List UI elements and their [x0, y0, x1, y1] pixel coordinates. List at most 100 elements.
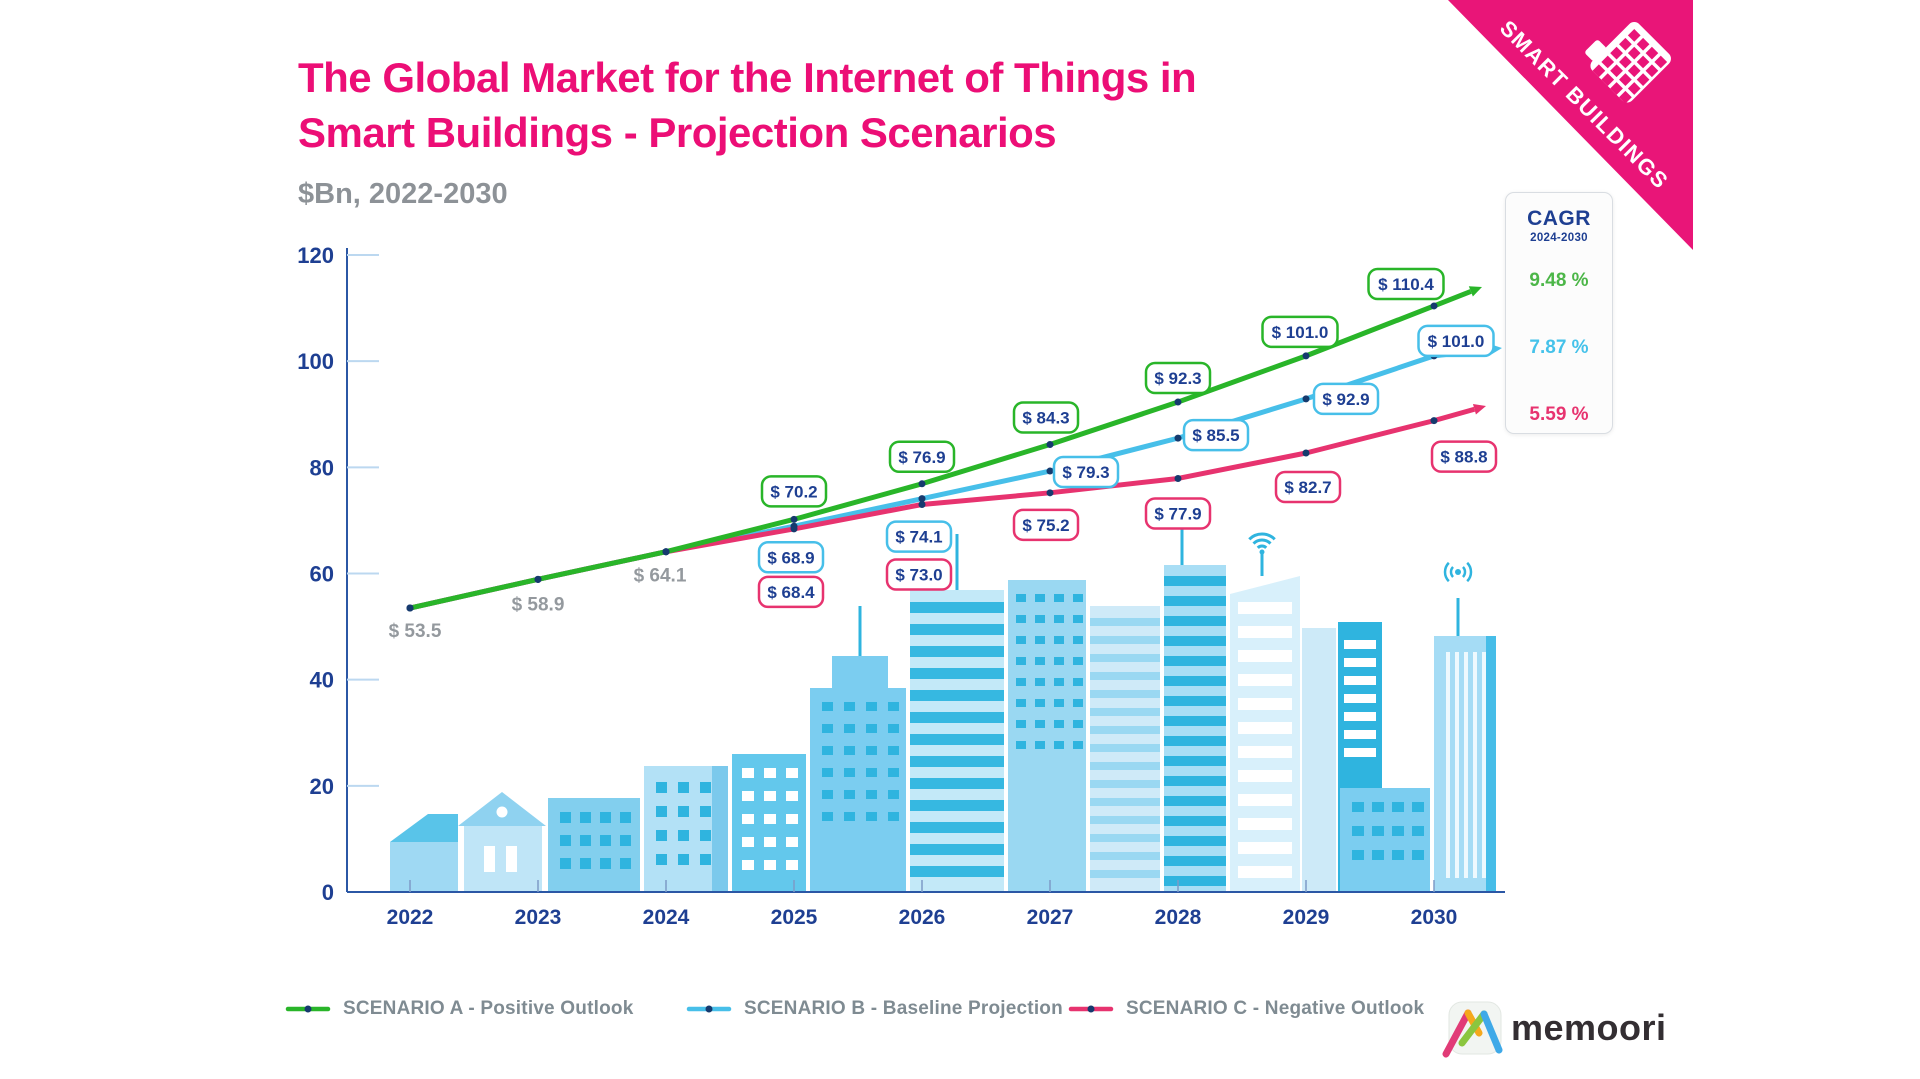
series-arrow-head [1472, 403, 1486, 415]
data-labels: $ 53.5 $ 58.9 $ 64.1 $ 70.2 $ 76.9 $ 84.3 $ 92… [389, 267, 1498, 642]
x-tick-label: 2030 [1411, 906, 1458, 929]
cagr-period: 2024-2030 [1530, 232, 1588, 244]
legend-swatch-scenario-b [686, 1005, 732, 1013]
svg-text:$ 101.0: $ 101.0 [1272, 323, 1329, 342]
series-lines [406, 286, 1502, 612]
data-label-c: $ 73.0 [885, 558, 953, 591]
data-label-shared: $ 64.1 [634, 566, 687, 587]
cagr-value-scenario-c: 5.59 % [1529, 404, 1589, 425]
data-point [1174, 434, 1182, 442]
x-tick-label: 2023 [515, 906, 562, 929]
legend-label-scenario-c: SCENARIO C - Negative Outlook [1126, 998, 1425, 1019]
data-label-b: $ 85.5 [1182, 418, 1250, 452]
data-point [1174, 398, 1182, 406]
data-point [534, 575, 542, 583]
svg-text:$ 76.9: $ 76.9 [898, 448, 945, 467]
data-point [1046, 467, 1054, 475]
page-title-line2: Smart Buildings - Projection Scenarios [298, 109, 1057, 156]
legend-swatch-scenario-a [285, 1005, 331, 1013]
data-label-a: $ 76.9 [888, 440, 956, 474]
svg-text:$ 68.9: $ 68.9 [767, 548, 814, 567]
data-label-shared: $ 53.5 [389, 621, 442, 642]
x-tick-label: 2027 [1027, 906, 1074, 929]
cagr-heading: CAGR [1527, 207, 1591, 230]
data-point [1302, 449, 1310, 457]
svg-text:$ 70.2: $ 70.2 [770, 482, 817, 501]
svg-text:$ 88.8: $ 88.8 [1440, 448, 1487, 467]
data-label-a: $ 92.3 [1144, 361, 1212, 395]
x-tick-label: 2026 [899, 906, 946, 929]
legend-item-scenario-b: SCENARIO B - Baseline Projection [686, 992, 1063, 1026]
svg-text:$ 68.4: $ 68.4 [767, 583, 815, 602]
data-label-c: $ 77.9 [1144, 497, 1212, 530]
legend-label-scenario-b: SCENARIO B - Baseline Projection [744, 998, 1063, 1019]
chart-legend: SCENARIO A - Positive Outlook SCENARIO B… [0, 992, 1430, 1026]
page-title-line1: The Global Market for the Internet of Th… [298, 54, 1197, 101]
svg-text:$ 84.3: $ 84.3 [1022, 409, 1069, 428]
x-tick-label: 2028 [1155, 906, 1202, 929]
svg-text:$ 101.0: $ 101.0 [1428, 332, 1485, 351]
svg-text:$ 110.4: $ 110.4 [1378, 275, 1434, 294]
y-tick-label: 40 [310, 668, 334, 693]
data-label-a: $ 101.0 [1261, 315, 1339, 349]
data-label-c: $ 68.4 [757, 575, 825, 609]
data-point [1302, 352, 1310, 360]
svg-text:$ 73.0: $ 73.0 [895, 565, 942, 584]
data-point [1430, 302, 1438, 310]
svg-text:$ 92.9: $ 92.9 [1322, 390, 1369, 409]
data-point [918, 495, 926, 503]
data-point [1174, 474, 1182, 482]
x-tick-label: 2022 [387, 906, 434, 929]
x-tick-label: 2029 [1283, 906, 1330, 929]
data-point [790, 515, 798, 523]
data-point [790, 525, 798, 533]
smart-building-icon [1585, 22, 1671, 104]
svg-text:$ 74.1: $ 74.1 [895, 528, 942, 547]
memoori-logo: memoori [1442, 1001, 1667, 1058]
x-tick-label: 2025 [771, 906, 818, 929]
data-point [662, 548, 670, 556]
data-label-c: $ 82.7 [1274, 470, 1342, 504]
y-tick-label: 0 [322, 880, 334, 905]
y-tick-label: 20 [310, 774, 334, 799]
city-skyline [390, 512, 1496, 891]
y-tick-label: 120 [297, 243, 334, 268]
y-tick-label: 60 [310, 562, 334, 587]
legend-swatch-scenario-c [1068, 1005, 1114, 1013]
data-label-c: $ 88.8 [1430, 440, 1498, 473]
data-label-b: $ 92.9 [1312, 382, 1380, 416]
chart-subtitle: $Bn, 2022-2030 [298, 178, 508, 210]
data-point [406, 604, 414, 612]
title-block: The Global Market for the Internet of Th… [298, 50, 1398, 211]
data-label-b: $ 74.1 [885, 520, 953, 553]
radio-icon [1443, 561, 1473, 583]
svg-text:$ 79.3: $ 79.3 [1062, 463, 1109, 482]
data-label-shared: $ 58.9 [512, 594, 565, 615]
axes: 0 20 40 60 80 100 120 2022 2023 2024 2025 2026 2027 2… [297, 243, 1505, 929]
data-point [1302, 395, 1310, 403]
cagr-box: CAGR 2024-2030 9.48 % 7.87 % 5.59 % [1505, 192, 1613, 434]
svg-text:$ 85.5: $ 85.5 [1192, 426, 1239, 445]
series-arrow-head [1468, 286, 1482, 297]
data-label-b: $ 101.0 [1417, 324, 1495, 358]
y-tick-label: 80 [310, 455, 334, 480]
svg-text:$ 77.9: $ 77.9 [1154, 504, 1201, 523]
data-point [918, 500, 926, 508]
data-label-c: $ 75.2 [1012, 508, 1080, 542]
data-label-a: $ 84.3 [1012, 401, 1080, 434]
data-label-b: $ 68.9 [757, 541, 825, 574]
data-label-b: $ 79.3 [1052, 455, 1120, 489]
wifi-icon [1248, 532, 1276, 555]
x-tick-label: 2024 [643, 906, 690, 929]
corner-ribbon: SMART BUILDINGS [1448, 0, 1693, 250]
memoori-logo-icon [1442, 1001, 1503, 1058]
series-arrow-shaft [1433, 289, 1472, 309]
legend-label-scenario-a: SCENARIO A - Positive Outlook [343, 998, 634, 1019]
svg-text:$ 92.3: $ 92.3 [1154, 369, 1201, 388]
data-point [1046, 489, 1054, 497]
legend-item-scenario-a: SCENARIO A - Positive Outlook [285, 992, 633, 1026]
cagr-value-scenario-a: 9.48 % [1529, 270, 1589, 291]
svg-text:$ 75.2: $ 75.2 [1022, 516, 1069, 535]
